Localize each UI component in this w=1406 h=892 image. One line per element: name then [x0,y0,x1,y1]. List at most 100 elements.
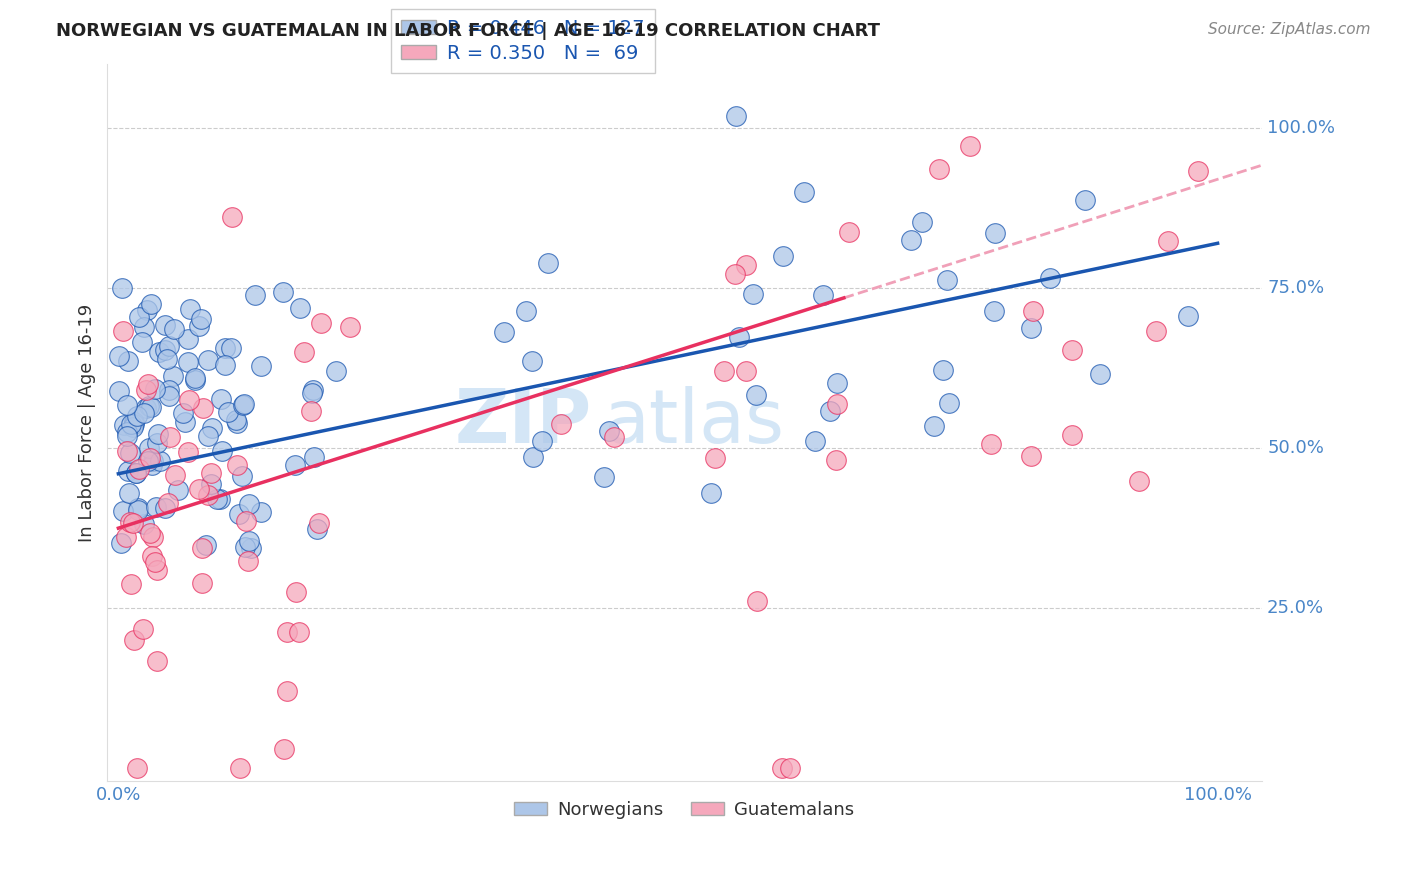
Point [141,458,163,473]
Point [211,443,233,458]
Point [149,454,172,468]
Point [167,483,190,497]
Point [188,482,211,496]
Point [214,342,236,356]
Point [157,383,180,397]
Point [131,334,153,349]
Point [225,413,247,427]
Point [219,341,242,355]
Point [128,310,150,324]
Point [770,761,793,775]
Point [700,485,723,500]
Point [593,470,616,484]
Text: 75.0%: 75.0% [1267,279,1324,297]
Point [132,319,155,334]
Point [250,359,273,374]
Point [117,465,139,479]
Point [299,404,322,418]
Text: atlas: atlas [603,386,785,459]
Point [959,138,981,153]
Point [135,383,157,397]
Point [531,434,554,448]
Point [136,302,159,317]
Point [127,503,149,517]
Point [179,302,201,317]
Point [143,555,166,569]
Point [138,399,160,413]
Point [142,530,165,544]
Point [724,109,747,123]
Point [111,324,134,338]
Point [142,454,165,468]
Point [250,505,273,519]
Point [200,477,222,491]
Point [1022,303,1045,318]
Point [1062,428,1084,442]
Point [117,444,139,458]
Point [232,397,254,411]
Point [276,625,298,640]
Point [515,303,537,318]
Point [339,320,361,334]
Point [135,401,157,416]
Point [239,541,262,555]
Point [162,369,184,384]
Point [191,541,214,556]
Point [307,523,329,537]
Point [922,418,945,433]
Point [108,384,131,399]
Point [207,492,229,507]
Point [938,396,960,410]
Point [309,316,332,330]
Point [139,296,162,310]
Point [143,382,166,396]
Point [177,332,200,346]
Point [141,549,163,564]
Point [603,430,626,444]
Point [184,371,207,385]
Point [125,409,148,423]
Text: 50.0%: 50.0% [1267,439,1324,457]
Y-axis label: In Labor Force | Age 16-19: In Labor Force | Age 16-19 [79,303,96,541]
Point [226,458,249,473]
Point [935,273,957,287]
Point [190,311,212,326]
Point [233,540,256,554]
Point [1177,309,1199,323]
Point [1074,193,1097,207]
Point [117,353,139,368]
Point [271,285,294,300]
Point [141,400,163,414]
Point [176,355,198,369]
Point [148,344,170,359]
Point [232,398,254,412]
Point [174,415,197,429]
Point [217,405,239,419]
Point [197,352,219,367]
Point [120,417,142,432]
Legend: Norwegians, Guatemalans: Norwegians, Guatemalans [508,793,862,826]
Point [827,397,849,411]
Point [772,249,794,263]
Point [308,516,330,531]
Point [191,401,214,416]
Point [735,364,758,378]
Point [728,329,751,343]
Point [146,436,169,450]
Point [818,403,841,417]
Point [900,233,922,247]
Point [117,429,139,443]
Point [157,496,180,510]
Point [187,319,209,334]
Point [122,420,145,434]
Point [276,684,298,698]
Point [537,256,560,270]
Point [159,430,181,444]
Point [125,466,148,480]
Point [110,536,132,550]
Point [132,622,155,636]
Point [745,388,768,402]
Point [226,416,249,430]
Point [127,501,149,516]
Point [522,450,544,465]
